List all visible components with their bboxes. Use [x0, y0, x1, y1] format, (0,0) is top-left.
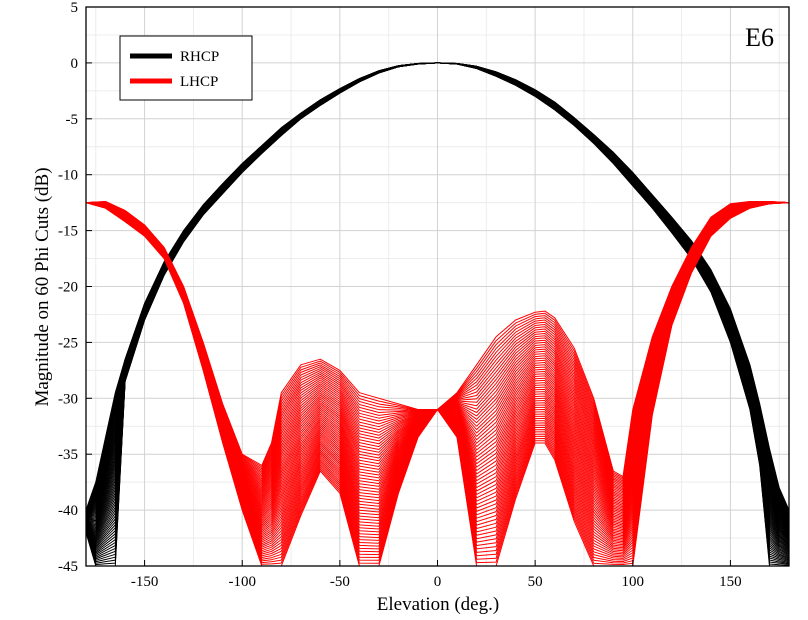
x-tick-label: -100 — [228, 574, 256, 590]
y-tick-label: -35 — [58, 447, 78, 463]
y-axis-label: Magnitude on 60 Phi Cuts (dB) — [32, 167, 53, 406]
y-tick-label: 0 — [71, 56, 79, 72]
series-layer — [86, 62, 789, 566]
x-tick-label: 150 — [719, 574, 742, 590]
y-tick-label: -25 — [58, 335, 78, 351]
x-tick-label: 0 — [434, 574, 442, 590]
y-tick-label: -10 — [58, 168, 78, 184]
y-ticks: 5 0 -5 -10 -15 -20 -25 -30 -35 -40 -45 — [58, 0, 92, 575]
x-tick-label: -50 — [330, 574, 350, 590]
y-tick-label: -5 — [66, 112, 79, 128]
y-tick-label: 5 — [71, 0, 79, 16]
y-tick-label: -30 — [58, 391, 78, 407]
series-lhcp — [86, 201, 789, 566]
x-ticks: -150 -100 -50 0 50 100 150 — [131, 560, 742, 590]
cut-line-rhcp — [86, 62, 789, 566]
y-tick-label: -15 — [58, 224, 78, 240]
legend-label-lhcp: LHCP — [180, 74, 218, 90]
y-tick-label: -45 — [58, 559, 78, 575]
x-tick-label: 100 — [622, 574, 645, 590]
legend-label-rhcp: RHCP — [180, 49, 219, 65]
legend-box — [119, 35, 253, 101]
chart-annotation: E6 — [745, 23, 774, 52]
legend: RHCP LHCP — [119, 35, 253, 101]
x-tick-label: -150 — [131, 574, 159, 590]
x-axis-label: Elevation (deg.) — [377, 594, 499, 615]
x-tick-label: 50 — [528, 574, 543, 590]
y-tick-label: -40 — [58, 503, 78, 519]
y-tick-label: -20 — [58, 280, 78, 296]
cut-line-lhcp — [86, 202, 789, 566]
